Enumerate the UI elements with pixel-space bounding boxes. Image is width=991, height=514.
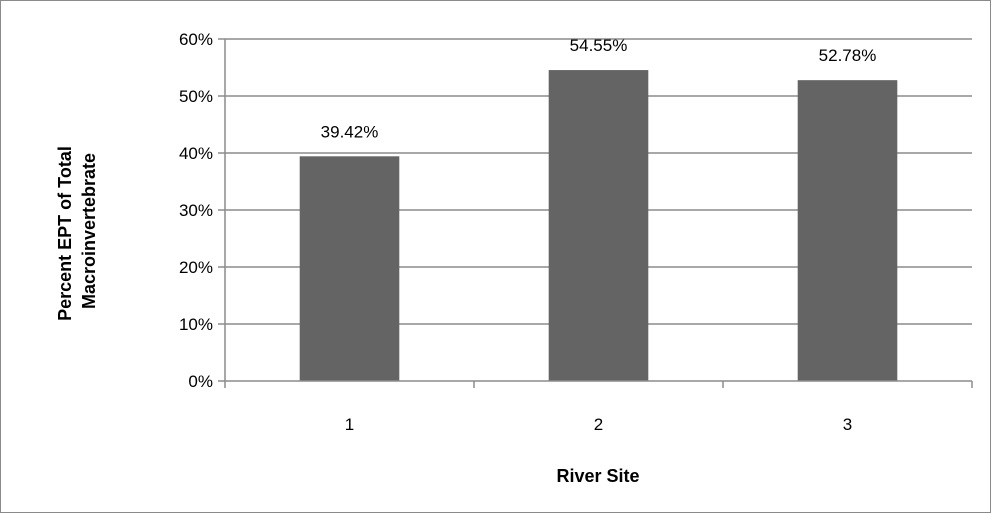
axes (218, 38, 973, 388)
data-label-site-3: 52.78% (819, 46, 877, 65)
x-tick-label: 3 (843, 415, 852, 434)
x-axis-title: River Site (556, 466, 639, 486)
labels: 0% 10% 20% 30% 40% 50% 60% 39.42% 1 54.55% 2 52.78%… (179, 30, 876, 434)
y-tick-label: 50% (179, 87, 213, 106)
bar-site-2 (548, 70, 649, 381)
x-tick-label: 1 (345, 415, 354, 434)
y-axis-title-line-1: Percent EPT of Total (55, 146, 75, 321)
y-axis-title: Percent EPT of Total Macroinvertebrate (55, 141, 99, 321)
data-label-site-2: 54.55% (570, 36, 628, 55)
y-tick-label: 20% (179, 258, 213, 277)
y-tick-label: 40% (179, 144, 213, 163)
y-tick-label: 0% (188, 372, 213, 391)
y-axis-title-line-2: Macroinvertebrate (79, 153, 99, 309)
y-tick-label: 60% (179, 30, 213, 49)
data-label-site-1: 39.42% (321, 122, 379, 141)
bars (299, 70, 898, 382)
y-tick-label: 10% (179, 315, 213, 334)
y-tick-label: 30% (179, 201, 213, 220)
bar-site-1 (299, 156, 400, 381)
x-tick-label: 2 (594, 415, 603, 434)
bar-site-3 (797, 80, 898, 382)
